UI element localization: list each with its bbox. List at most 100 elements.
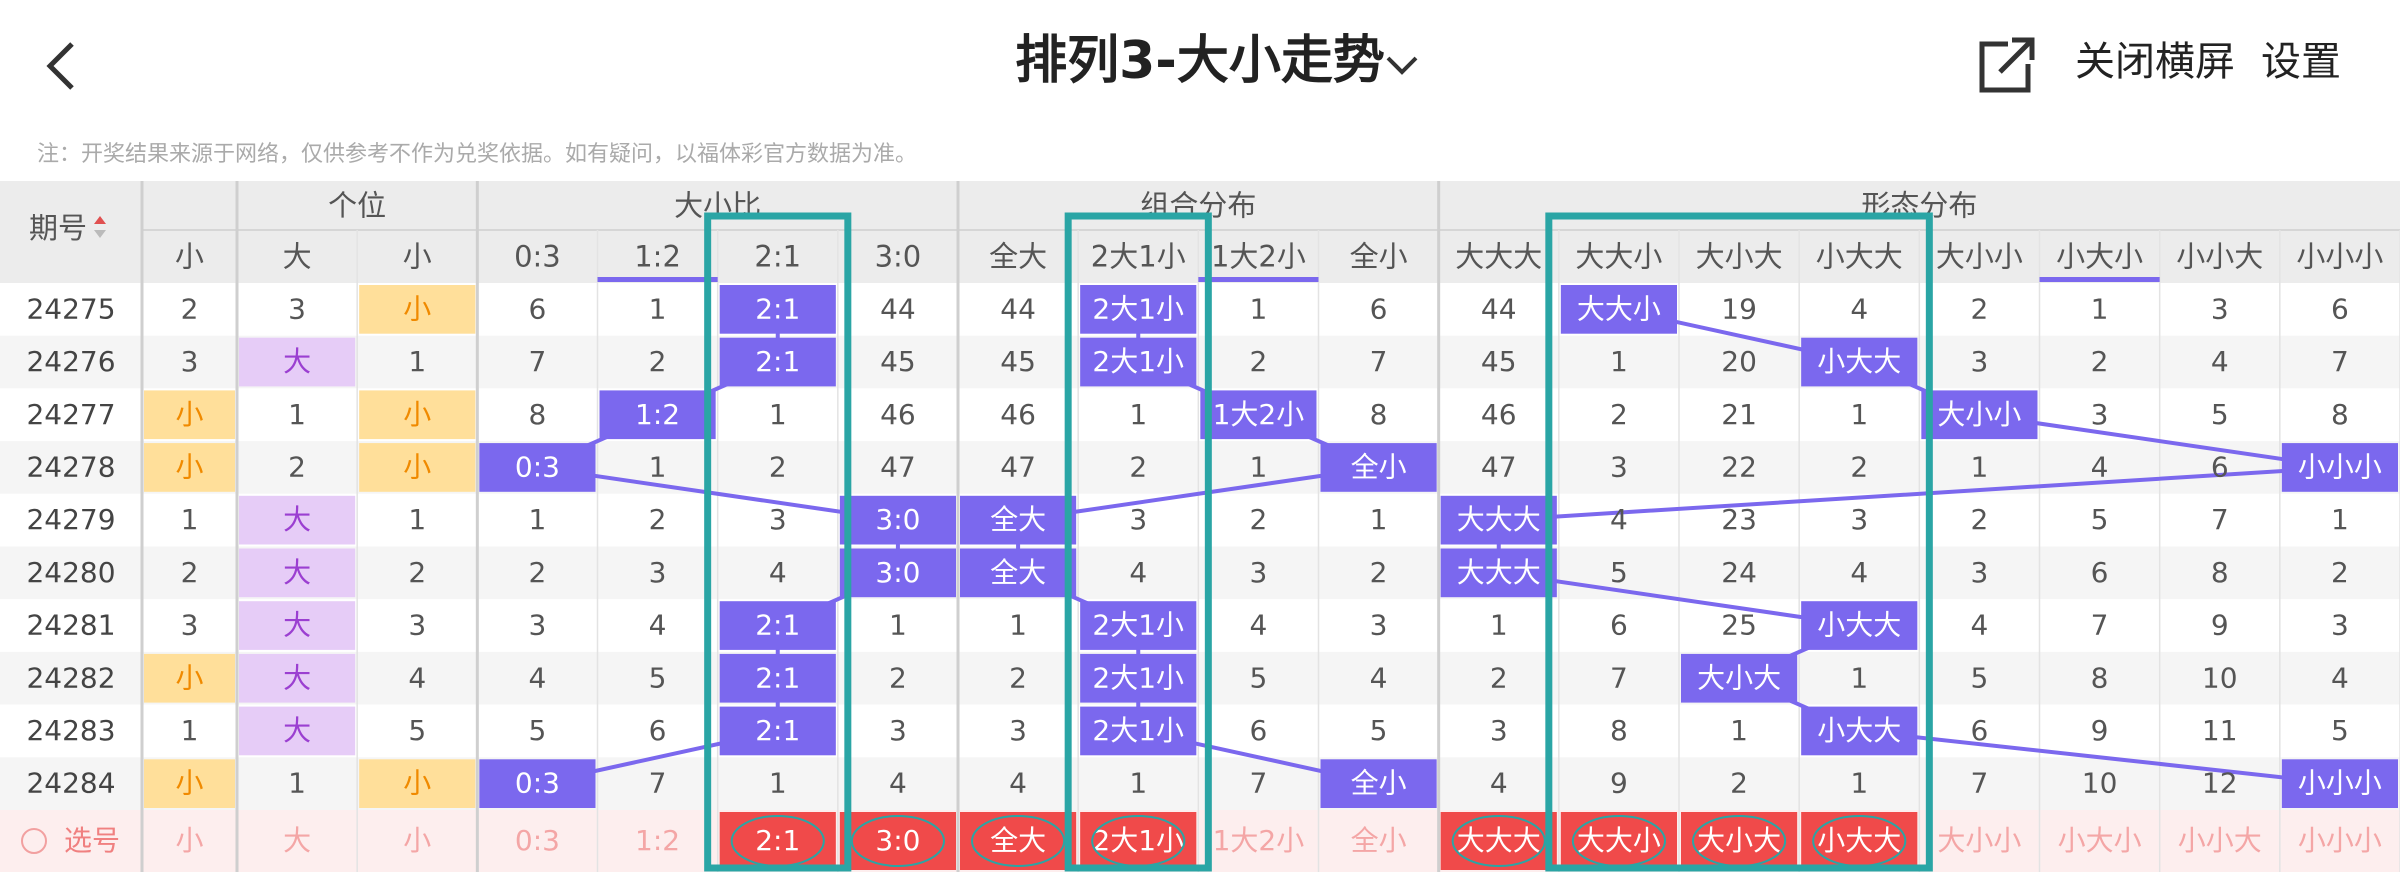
- miss-count: 46: [1000, 398, 1036, 431]
- miss-count: 6: [2211, 450, 2229, 483]
- hit-cell: [239, 548, 356, 598]
- select-option[interactable]: 小: [175, 824, 203, 857]
- title-dropdown[interactable]: [1386, 56, 1418, 75]
- miss-count: 4: [1610, 503, 1628, 536]
- hit-label: 3:0: [875, 503, 920, 536]
- select-option[interactable]: 小小小: [2298, 824, 2382, 857]
- column-header: 全大: [989, 240, 1047, 274]
- column-header: 小: [175, 240, 204, 274]
- select-option[interactable]: 全小: [1351, 824, 1407, 857]
- selected-cell[interactable]: [719, 812, 836, 870]
- period: 24278: [26, 450, 115, 483]
- miss-count: 6: [2331, 292, 2349, 325]
- miss-count: 6: [1370, 292, 1388, 325]
- hit-label: 2:1: [755, 714, 800, 747]
- share-icon[interactable]: [1979, 37, 2035, 93]
- miss-count: 4: [408, 661, 426, 694]
- hit-cell: [719, 337, 836, 387]
- select-option[interactable]: 小小大: [2178, 824, 2262, 857]
- select-option[interactable]: 1:2: [635, 824, 680, 857]
- trend-line: [530, 309, 900, 786]
- selected-cell[interactable]: [960, 812, 1077, 870]
- selected-option[interactable]: 2:1: [755, 824, 800, 857]
- close-landscape[interactable]: 关闭横屏: [2075, 39, 2235, 85]
- hit-cell: [1080, 653, 1197, 703]
- select-option[interactable]: 大: [283, 824, 311, 857]
- miss-count: 1: [181, 503, 199, 536]
- hit-cell: [479, 443, 596, 492]
- select-option[interactable]: 大小小: [1937, 824, 2021, 857]
- selected-cell[interactable]: [839, 812, 956, 870]
- miss-count: 1: [769, 398, 787, 431]
- miss-count: 1: [1250, 292, 1268, 325]
- hit-label: 2大1小: [1092, 345, 1184, 378]
- period: 24282: [26, 661, 115, 694]
- period: 24277: [26, 398, 115, 431]
- column-header: 小大大: [1816, 240, 1903, 274]
- selected-option[interactable]: 大小大: [1697, 824, 1781, 857]
- miss-count: 5: [1971, 661, 1989, 694]
- page-title[interactable]: 排列3-大小走势: [1015, 31, 1385, 91]
- selected-option[interactable]: 大大大: [1457, 824, 1541, 857]
- selected-cell[interactable]: [1681, 812, 1798, 870]
- miss-count: 1: [649, 292, 667, 325]
- period: 24276: [26, 345, 115, 378]
- selected-cell[interactable]: [1801, 812, 1918, 870]
- column-header: 大小小: [1936, 240, 2023, 274]
- hit-label: 2:1: [755, 292, 800, 325]
- miss-count: 7: [529, 345, 547, 378]
- settings[interactable]: 设置: [2261, 39, 2341, 85]
- row-bg: [0, 599, 2400, 652]
- select-option[interactable]: 小: [403, 824, 431, 857]
- hit-cell: [1080, 285, 1197, 334]
- miss-count: 2: [288, 450, 306, 483]
- select-option[interactable]: 小大小: [2058, 824, 2142, 857]
- selected-option[interactable]: 3:0: [875, 824, 920, 857]
- hit-label: 全小: [1351, 450, 1407, 483]
- miss-count: 12: [2202, 767, 2238, 800]
- miss-count: 22: [1721, 450, 1757, 483]
- miss-count: 6: [649, 714, 667, 747]
- miss-count: 2: [1971, 503, 1989, 536]
- hit-label: 小: [403, 398, 431, 431]
- select-option[interactable]: 1大2小: [1213, 824, 1305, 857]
- miss-count: 21: [1721, 398, 1757, 431]
- miss-count: 9: [1610, 767, 1628, 800]
- miss-count: 2: [1009, 661, 1027, 694]
- hit-cell: [1801, 337, 1918, 387]
- miss-count: 6: [1610, 609, 1628, 642]
- period-header: 期号: [29, 211, 87, 245]
- selected-cell[interactable]: [1440, 812, 1557, 870]
- selected-cell[interactable]: [1080, 812, 1197, 870]
- hit-label: 2:1: [755, 345, 800, 378]
- select-radio[interactable]: [21, 828, 47, 854]
- miss-count: 1: [1129, 767, 1147, 800]
- back-button[interactable]: [46, 42, 74, 90]
- hit-cell: [239, 653, 356, 703]
- select-option[interactable]: 0:3: [515, 824, 560, 857]
- selected-cell[interactable]: [1560, 812, 1677, 870]
- hit-cell: [239, 495, 356, 545]
- hit-label: 小: [175, 661, 203, 694]
- hit-label: 0:3: [515, 450, 560, 483]
- miss-count: 25: [1721, 609, 1757, 642]
- selected-option[interactable]: 小大大: [1817, 824, 1901, 857]
- selected-option[interactable]: 大大小: [1577, 824, 1661, 857]
- miss-count: 7: [1610, 661, 1628, 694]
- miss-count: 1: [1850, 661, 1868, 694]
- selected-option[interactable]: 全大: [990, 824, 1046, 857]
- miss-count: 9: [2091, 714, 2109, 747]
- hit-cell: [359, 390, 476, 440]
- miss-count: 2: [649, 345, 667, 378]
- hit-label: 1大2小: [1213, 398, 1305, 431]
- hit-cell: [1560, 285, 1677, 334]
- hit-cell: [839, 548, 956, 598]
- hit-cell: [960, 495, 1077, 545]
- hit-label: 大大大: [1457, 503, 1541, 536]
- miss-count: 46: [1481, 398, 1517, 431]
- selected-option[interactable]: 2大1小: [1092, 824, 1184, 857]
- miss-count: 8: [2211, 556, 2229, 589]
- miss-count: 2: [649, 503, 667, 536]
- hit-cell: [359, 285, 476, 334]
